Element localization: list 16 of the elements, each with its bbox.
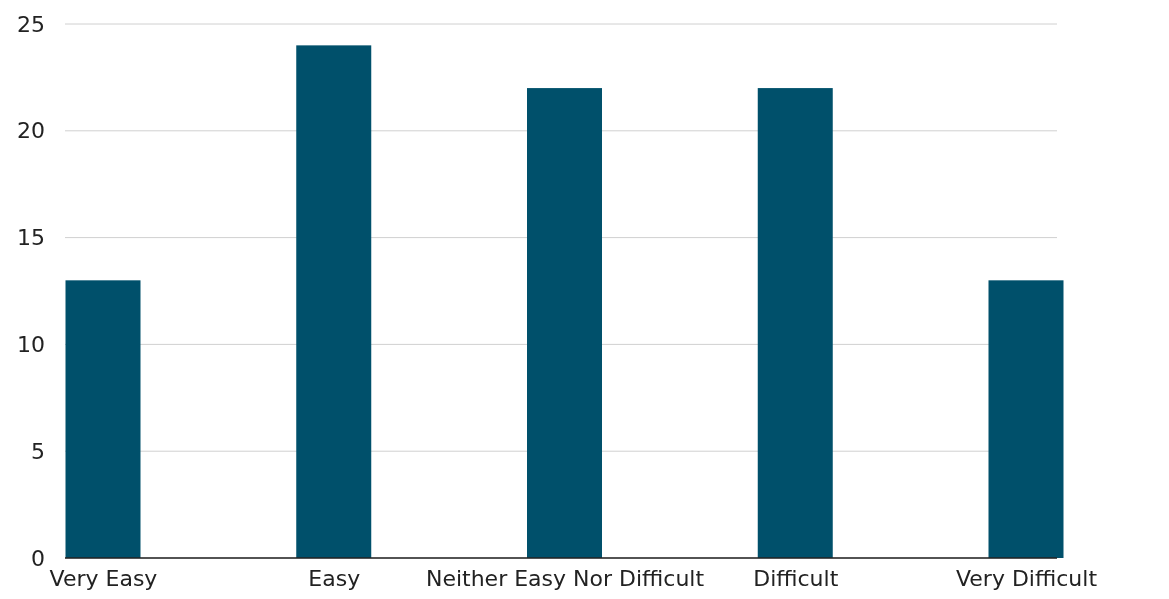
x-tick-label: Easy [308,565,361,591]
y-tick-label: 5 [31,438,45,464]
bar [296,45,372,558]
bar [65,280,141,558]
bar [988,280,1064,558]
x-tick-label: Very Difficult [955,565,1098,591]
y-tick-label: 0 [31,545,45,571]
x-tick-label: Very Easy [49,565,158,591]
bar [527,88,602,558]
y-tick-label: 15 [17,225,45,251]
y-tick-label: 25 [17,11,45,37]
y-tick-label: 10 [17,331,45,357]
bar [757,88,833,558]
y-tick-label: 20 [17,118,45,144]
x-tick-label: Difficult [753,565,839,591]
x-tick-label: Neither Easy Nor Difficult [425,565,705,591]
